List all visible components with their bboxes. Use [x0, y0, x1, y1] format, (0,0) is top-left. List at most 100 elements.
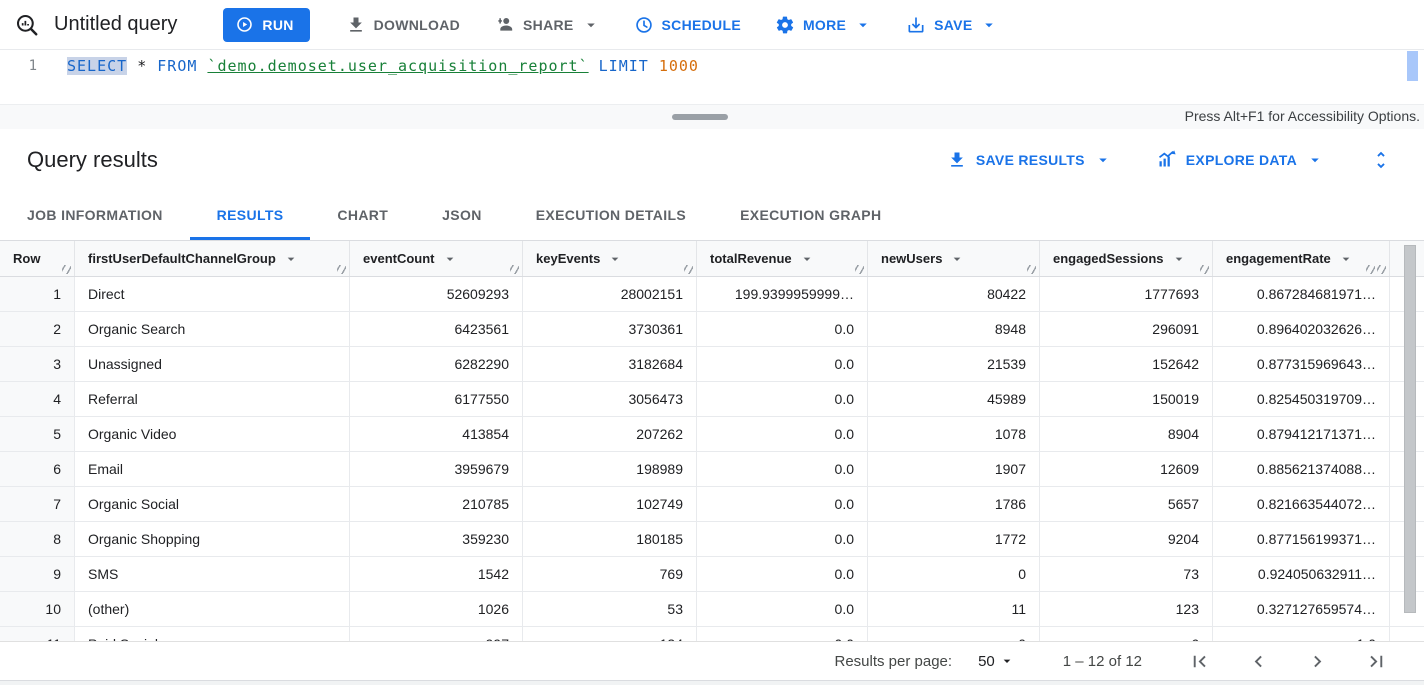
table-cell-keyEvents: 198989: [523, 452, 697, 486]
sql-table-reference-link[interactable]: `demo.demoset.user_acquisition_report`: [207, 57, 589, 75]
first-page-button[interactable]: [1186, 648, 1213, 675]
table-cell-engagedSessions: 5657: [1040, 487, 1213, 521]
row-number-cell: 11: [0, 627, 75, 641]
column-resize-handle[interactable]: [684, 265, 693, 274]
table-cell-engagedSessions: 296091: [1040, 312, 1213, 346]
chevron-down-icon: [1099, 158, 1107, 162]
table-cell-eventCount: 210785: [350, 487, 523, 521]
download-button[interactable]: DOWNLOAD: [336, 7, 470, 43]
last-page-button[interactable]: [1363, 648, 1390, 675]
column-resize-handle[interactable]: [510, 265, 519, 274]
table-header-row: Row firstUserDefaultChannelGroup eventCoun…: [0, 241, 1424, 277]
column-header-label: engagementRate: [1226, 251, 1331, 266]
table-cell-totalRevenue: 0.0: [697, 522, 868, 556]
save-button[interactable]: SAVE: [896, 7, 1008, 43]
table-row: 2 Organic Search 6423561 3730361 0.0 8948 2960…: [0, 312, 1424, 347]
row-number-cell: 10: [0, 592, 75, 626]
table-cell-firstUserDefaultChannelGroup: Organic Search: [75, 312, 350, 346]
row-number-cell: 8: [0, 522, 75, 556]
table-cell-totalRevenue: 0.0: [697, 557, 868, 591]
play-circle-icon: [237, 17, 253, 32]
table-cell-eventCount: 413854: [350, 417, 523, 451]
column-header-keyEvents[interactable]: keyEvents: [523, 241, 697, 276]
column-resize-handle[interactable]: [1366, 265, 1375, 274]
schedule-button[interactable]: SCHEDULE: [624, 7, 751, 43]
sql-code-line[interactable]: SELECT * FROM `demo.demoset.user_acquisi…: [55, 50, 699, 104]
run-button[interactable]: RUN: [223, 7, 310, 42]
download-icon: [349, 17, 362, 32]
panel-splitter[interactable]: Press Alt+F1 for Accessibility Options.: [0, 104, 1424, 129]
table-cell-keyEvents: 180185: [523, 522, 697, 556]
column-header-Row[interactable]: Row: [0, 241, 75, 276]
table-cell-keyEvents: 134: [523, 627, 697, 641]
sort-menu-icon: [954, 257, 961, 261]
column-resize-handle[interactable]: [337, 265, 346, 274]
tab-execution-details[interactable]: EXECUTION DETAILS: [509, 190, 713, 240]
save-button-label: SAVE: [934, 16, 973, 33]
table-cell-firstUserDefaultChannelGroup: Direct: [75, 277, 350, 311]
table-cell-firstUserDefaultChannelGroup: Referral: [75, 382, 350, 416]
column-header-firstUserDefaultChannelGroup[interactable]: firstUserDefaultChannelGroup: [75, 241, 350, 276]
explore-data-button[interactable]: EXPLORE DATA: [1156, 149, 1324, 170]
collapse-panel-button[interactable]: [1368, 147, 1394, 173]
tab-results[interactable]: RESULTS: [189, 190, 311, 240]
column-resize-handle[interactable]: [62, 265, 71, 274]
row-number-cell: 4: [0, 382, 75, 416]
sql-keyword-from: FROM: [157, 57, 198, 75]
next-page-button[interactable]: [1304, 648, 1331, 675]
table-row: 6 Email 3959679 198989 0.0 1907 12609 0.8856213…: [0, 452, 1424, 487]
column-header-engagementRate[interactable]: engagementRate: [1213, 241, 1390, 276]
person-add-icon: [498, 18, 513, 31]
row-number-cell: 3: [0, 347, 75, 381]
table-cell-eventCount: 997: [350, 627, 523, 641]
table-cell-keyEvents: 207262: [523, 417, 697, 451]
chevron-left-icon: [1254, 655, 1262, 667]
column-header-totalRevenue[interactable]: totalRevenue: [697, 241, 868, 276]
table-cell-eventCount: 52609293: [350, 277, 523, 311]
page-size-select[interactable]: 50: [978, 653, 1015, 670]
table-cell-totalRevenue: 0.0: [697, 382, 868, 416]
column-resize-handle[interactable]: [1027, 265, 1036, 274]
table-cell-engagedSessions: 150019: [1040, 382, 1213, 416]
table-cell-engagementRate: 0.885621374088…: [1213, 452, 1390, 486]
table-cell-newUsers: 0: [868, 557, 1040, 591]
drag-handle-icon[interactable]: [672, 114, 728, 120]
table-cell-newUsers: 45989: [868, 382, 1040, 416]
tab-execution-graph[interactable]: EXECUTION GRAPH: [713, 190, 908, 240]
previous-page-button[interactable]: [1245, 648, 1272, 675]
chevron-down-icon: [1003, 659, 1011, 663]
table-cell-firstUserDefaultChannelGroup: Paid Social: [75, 627, 350, 641]
share-button[interactable]: SHARE: [484, 7, 610, 43]
column-resize-handle[interactable]: [1377, 265, 1386, 274]
column-header-label: newUsers: [881, 251, 943, 266]
sql-star: *: [137, 57, 148, 75]
table-cell-eventCount: 6177550: [350, 382, 523, 416]
table-cell-firstUserDefaultChannelGroup: SMS: [75, 557, 350, 591]
chevron-down-icon: [1311, 158, 1319, 162]
tab-chart[interactable]: CHART: [310, 190, 415, 240]
table-cell-keyEvents: 28002151: [523, 277, 697, 311]
save-results-button[interactable]: SAVE RESULTS: [947, 150, 1112, 170]
table-row: 3 Unassigned 6282290 3182684 0.0 21539 152642 0…: [0, 347, 1424, 382]
column-header-eventCount[interactable]: eventCount: [350, 241, 523, 276]
table-cell-engagedSessions: 6: [1040, 627, 1213, 641]
table-cell-eventCount: 6423561: [350, 312, 523, 346]
column-header-engagedSessions[interactable]: engagedSessions: [1040, 241, 1213, 276]
table-scrollbar-thumb[interactable]: [1404, 245, 1416, 613]
more-button[interactable]: MORE: [765, 7, 882, 43]
table-cell-totalRevenue: 199.9399959999…: [697, 277, 868, 311]
table-cell-totalRevenue: 0.0: [697, 592, 868, 626]
table-cell-newUsers: 1772: [868, 522, 1040, 556]
editor-scrollbar-thumb[interactable]: [1407, 51, 1418, 81]
tab-json[interactable]: JSON: [415, 190, 509, 240]
tab-job-information[interactable]: JOB INFORMATION: [0, 190, 190, 240]
query-results-title: Query results: [27, 146, 158, 172]
column-header-newUsers[interactable]: newUsers: [868, 241, 1040, 276]
results-actions: SAVE RESULTS EXPLORE DATA: [947, 147, 1394, 173]
table-cell-keyEvents: 53: [523, 592, 697, 626]
schedule-button-label: SCHEDULE: [661, 16, 741, 33]
sort-menu-icon: [446, 257, 453, 261]
column-resize-handle[interactable]: [1200, 265, 1209, 274]
bottom-scroll-track[interactable]: [0, 681, 1424, 685]
column-resize-handle[interactable]: [855, 265, 864, 274]
